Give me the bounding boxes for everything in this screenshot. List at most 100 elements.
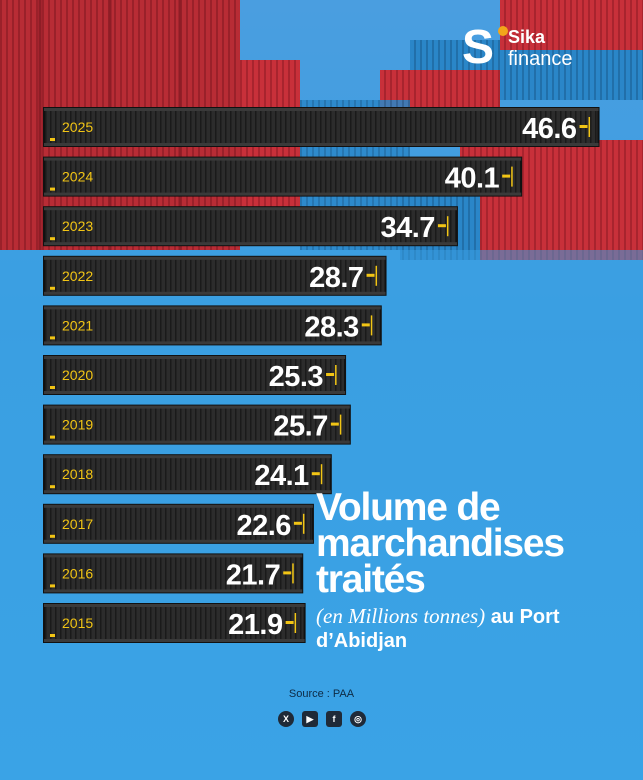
year-label: 2021 [62,317,93,333]
bar-corner-mark [50,435,55,439]
bar-rail [44,192,522,196]
bar-rail [44,256,386,260]
source-note: Source : PAA [288,688,355,700]
bar-corner-mark [50,286,55,290]
bar-latch-bar [320,464,323,485]
bar-rail [44,341,381,345]
bar-corner-mark [50,534,55,538]
bar-latch [579,125,588,128]
logo-s-mark: S [462,21,495,74]
bar-corner-mark [50,386,55,389]
value-label: 46.6 [522,113,577,145]
bar-latch-bar [339,414,342,435]
bar-group-2025: 2025 46.6 [43,107,600,147]
year-label: 2024 [62,169,93,185]
bar-rail [44,157,522,161]
title-block: Volume de marchandises traités (en Milli… [316,488,636,653]
bar-rail [44,242,457,246]
logo-dot [498,26,508,36]
bar-rail [44,455,331,459]
bar-2023 [43,206,458,247]
bar-group-2021: 2021 28.3 [43,305,382,346]
bar-chart: 2025 46.6 2024 40.1 2023 34.7 2022 28.7 2021 28.3… [43,107,600,643]
bar-latch [293,521,302,525]
bar-2016 [43,553,304,594]
bar-group-2017: 2017 22.6 [43,503,314,544]
bar-rail [44,554,303,558]
bar-rail [44,405,350,409]
value-label: 28.7 [309,262,363,294]
x-icon[interactable]: X [278,711,294,727]
chart-subtitle: (en Millions tonnes) au Port d’Abidjan [316,604,636,653]
year-label: 2022 [62,268,93,284]
year-label: 2019 [62,417,93,433]
value-label: 25.3 [269,361,324,393]
bar-corner-mark [50,237,55,241]
social-icons: X ▶ f ◎ [278,711,366,727]
bar-rail [44,504,313,508]
bar-rail [44,490,331,494]
bar-corner-mark [50,336,55,340]
bar-latch [361,323,370,327]
bar-latch [285,621,294,624]
youtube-icon[interactable]: ▶ [302,711,318,727]
bar-rail [44,108,599,111]
bar-rail [44,440,350,444]
bar-latch [437,224,446,228]
bar-latch-bar [294,613,297,633]
bar-group-2023: 2023 34.7 [43,206,458,247]
facebook-icon[interactable]: f [326,711,342,727]
bar-group-2016: 2016 21.7 [43,553,304,594]
bar-corner-mark [50,138,55,141]
bar-group-2022: 2022 28.7 [43,255,387,296]
value-label: 28.3 [304,311,359,343]
bar-latch-bar [370,315,373,336]
bar-latch [326,373,335,376]
bar-latch-bar [335,365,337,385]
value-label: 25.7 [273,411,327,443]
bar-2021 [43,305,382,346]
bar-rail [44,306,381,310]
bar-rail [44,391,346,394]
bar-group-2015: 2015 21.9 [43,603,306,643]
bar-latch [366,273,375,277]
bar-2024 [43,156,523,197]
bar-corner-mark [50,187,55,191]
bar-latch [502,174,511,178]
value-label: 21.7 [226,559,280,591]
bar-latch-bar [446,216,449,237]
bar-latch [311,472,320,476]
logo-finance-text: finance [508,48,573,70]
bar-corner-mark [50,634,55,637]
logo-sika-text: Sika [508,27,546,47]
sikafinance-logo: S Sika finance [462,22,612,78]
bar-latch-bar [588,117,591,137]
subtitle-location: au Port d’Abidjan [316,606,560,652]
year-label: 2023 [62,218,93,234]
bar-2025 [43,107,600,147]
bar-rail [44,639,305,642]
bar-2022 [43,255,387,296]
bar-rail [44,604,305,607]
bar-2019 [43,404,351,445]
value-label: 40.1 [445,163,500,195]
bar-group-2019: 2019 25.7 [43,404,351,445]
bar-latch [330,422,339,426]
year-label: 2016 [62,565,93,581]
value-label: 22.6 [236,510,291,542]
bar-corner-mark [50,485,55,489]
year-label: 2017 [62,516,93,532]
value-label: 24.1 [254,460,309,492]
bar-group-2024: 2024 40.1 [43,156,523,197]
bar-corner-mark [50,584,55,588]
bar-rail [44,356,346,359]
bar-rail [44,143,599,146]
bar-rail [44,207,457,211]
subtitle-unit: (en Millions tonnes) [316,604,486,628]
value-label: 21.9 [228,609,283,641]
bar-2015 [43,603,306,643]
instagram-icon[interactable]: ◎ [350,711,366,727]
bar-latch-bar [375,265,378,286]
bar-rail [44,539,313,543]
bar-latch-bar [302,513,305,534]
